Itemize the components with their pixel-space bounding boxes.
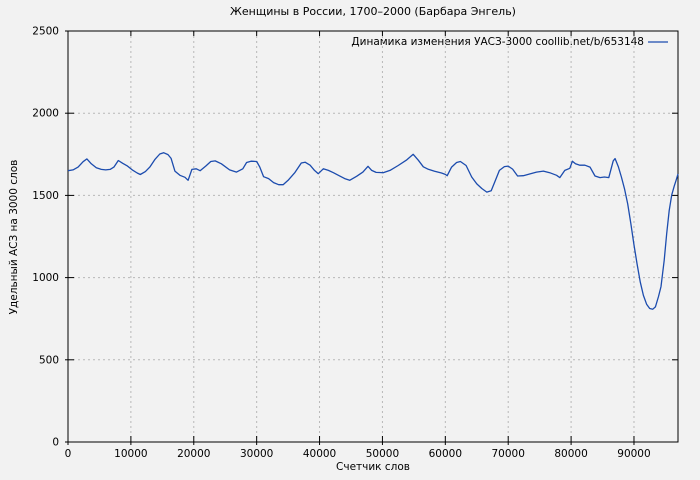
y-tick-label: 2000 — [32, 108, 59, 120]
y-tick-label: 1000 — [32, 272, 59, 284]
x-tick-label: 30000 — [240, 448, 273, 460]
x-tick-label: 90000 — [617, 448, 650, 460]
data-series-line — [67, 152, 679, 310]
x-tick-label: 10000 — [114, 448, 147, 460]
x-tick-label: 80000 — [554, 448, 587, 460]
chart-title: Женщины в России, 1700–2000 (Барбара Энг… — [230, 5, 516, 18]
y-tick-label: 500 — [39, 354, 59, 366]
y-tick-label: 0 — [52, 437, 59, 449]
legend-entry-label: Динамика изменения УАСЗ-3000 coollib.net… — [351, 36, 644, 48]
x-tick-label: 70000 — [492, 448, 525, 460]
y-tick-label: 2500 — [32, 26, 59, 38]
x-tick-label: 60000 — [429, 448, 462, 460]
x-tick-label: 40000 — [303, 448, 336, 460]
x-tick-label: 0 — [65, 448, 72, 460]
x-axis-label: Счетчик слов — [336, 461, 410, 473]
plot-border — [67, 30, 679, 443]
x-tick-label: 50000 — [366, 448, 399, 460]
x-tick-label: 20000 — [177, 448, 210, 460]
y-tick-label: 1500 — [32, 190, 59, 202]
